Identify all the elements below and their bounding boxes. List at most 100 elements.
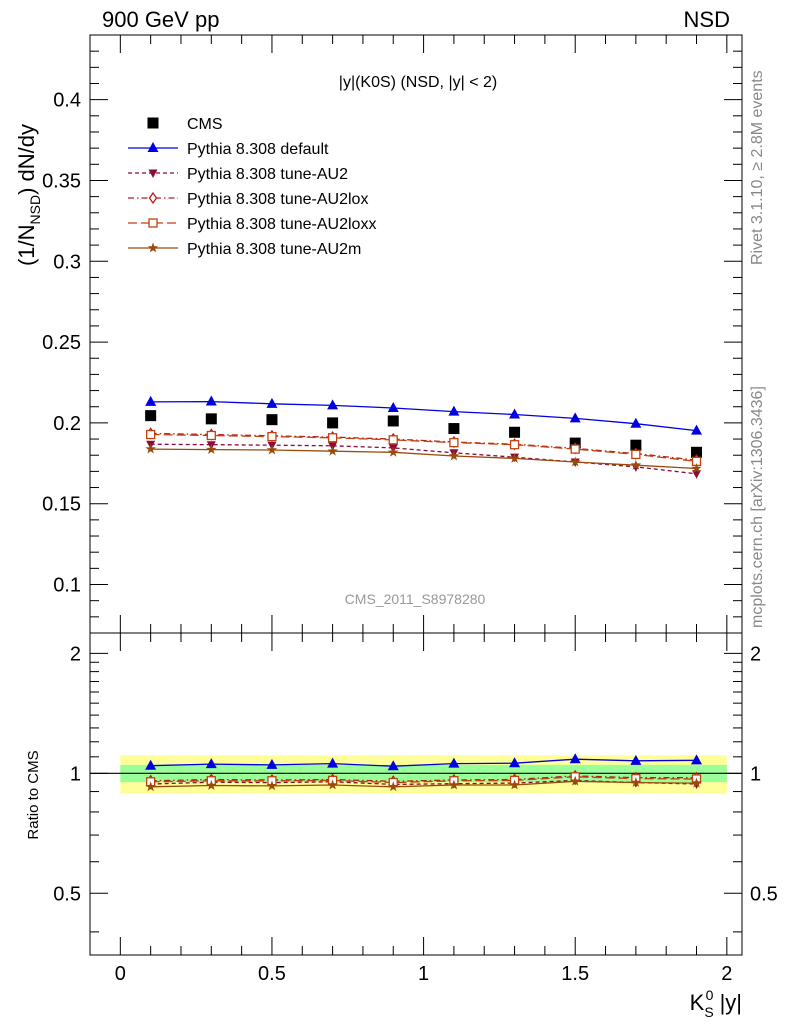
rivet-version-label: Rivet 3.1.10, ≥ 2.8M events	[749, 70, 766, 265]
ratio-line	[150, 776, 697, 784]
data-point	[388, 446, 399, 457]
data-point	[327, 399, 339, 410]
legend: CMS Pythia 8.308 default Pythia 8.308 tune…	[128, 116, 376, 258]
ratio-y-tick-label-right: 0.5	[750, 883, 778, 905]
ratio-point	[327, 779, 338, 790]
ratio-point	[570, 775, 581, 786]
ratio-y-tick-label: 0.5	[53, 883, 81, 905]
data-point	[448, 405, 460, 416]
y-tick-label: 0.1	[53, 575, 81, 597]
data-point	[205, 395, 217, 406]
ratio-y-axis-label: Ratio to CMS	[25, 750, 42, 839]
header-left-label: 900 GeV pp	[102, 7, 219, 32]
data-point	[509, 408, 521, 419]
data-point	[448, 423, 460, 435]
y-tick-label: 0.35	[42, 170, 81, 192]
y-tick-label: 0.25	[42, 332, 81, 354]
y-tick-label: 0.3	[53, 251, 81, 273]
data-point	[449, 437, 459, 448]
x-tick-label: 0.5	[258, 963, 286, 985]
ratio-y-tick-label-right: 2	[750, 643, 761, 665]
ratio-point	[691, 777, 702, 788]
data-point	[145, 443, 156, 454]
legend-label: Pythia 8.308 default	[187, 141, 329, 158]
data-point	[630, 439, 642, 451]
data-point	[692, 470, 702, 479]
data-point	[266, 414, 278, 426]
data-point	[691, 463, 702, 473]
data-point	[448, 450, 460, 461]
data-point	[570, 456, 581, 467]
x-tick-label: 0	[115, 963, 126, 985]
series-5	[145, 443, 702, 473]
series-3	[146, 427, 701, 467]
ratio-y-axis: 0.5 0.5 1 1 2 2	[53, 643, 778, 933]
data-point	[509, 452, 520, 463]
legend-label: CMS	[187, 116, 223, 133]
ratio-point	[205, 758, 217, 769]
ratio-line	[150, 775, 697, 782]
analysis-watermark: CMS_2011_S8978280	[345, 591, 486, 607]
data-point	[387, 415, 399, 427]
data-point	[145, 395, 157, 406]
y-tick-label: 0.4	[53, 90, 81, 112]
legend-marker	[148, 218, 158, 228]
ratio-point	[145, 781, 156, 792]
data-point	[267, 431, 277, 442]
ratio-data-series	[145, 753, 703, 792]
ratio-point	[691, 754, 703, 765]
ratio-y-tick-label: 2	[70, 643, 81, 665]
series-0	[145, 410, 703, 458]
series-line	[150, 443, 697, 475]
series-2	[146, 440, 702, 479]
series-1	[145, 395, 703, 435]
ratio-point	[569, 753, 581, 764]
data-point	[327, 445, 338, 456]
main-plot-title: |y|(K0S) (NSD, |y| < 2)	[339, 74, 497, 91]
ratio-point	[387, 760, 399, 771]
ratio-series-0	[145, 753, 703, 771]
legend-label: Pythia 8.308 tune-AU2loxx	[187, 216, 376, 233]
legend-label: Pythia 8.308 tune-AU2	[187, 166, 348, 183]
data-point	[569, 412, 581, 423]
data-point	[630, 417, 642, 428]
ratio-line	[150, 758, 697, 767]
ratio-y-tick-label-right: 1	[750, 763, 761, 785]
ratio-point	[327, 757, 339, 768]
ratio-point	[630, 777, 642, 787]
x-tick-label: 1.5	[561, 963, 589, 985]
legend-label: Pythia 8.308 tune-AU2m	[187, 241, 361, 258]
data-point	[387, 402, 399, 413]
data-point	[206, 430, 216, 441]
main-y-axis-label: (1/NNSD) dN/dy	[14, 124, 43, 266]
data-point	[327, 417, 339, 429]
data-point	[266, 444, 278, 455]
legend-label: Pythia 8.308 tune-AU2lox	[187, 191, 368, 208]
series-line	[150, 448, 697, 470]
ratio-point	[509, 779, 520, 790]
ratio-y-tick-label: 1	[70, 763, 81, 785]
mcplots-source-label: mcplots.cern.ch [arXiv:1306.3436]	[749, 386, 766, 628]
ratio-point	[266, 758, 278, 769]
ratio-series-4	[145, 775, 702, 792]
main-plot-panel: 0.1 0.15 0.2 0.25 0.3 0.35 0.4 |y|(K0S) (NSD, …	[14, 34, 743, 634]
data-point	[145, 410, 157, 422]
ratio-point	[266, 780, 278, 791]
legend-marker	[147, 142, 159, 152]
series-line	[150, 432, 697, 461]
ratio-plot-frame	[89, 632, 743, 956]
data-point	[570, 444, 580, 454]
ratio-plot-panel: 0.5 0.5 1 1 2 2 0 0.5 1 1.5 2 Ratio to CMS KS0 |y…	[25, 632, 778, 1020]
legend-marker	[147, 117, 159, 129]
main-data-series	[145, 395, 703, 479]
ratio-x-axis: 0 0.5 1 1.5 2	[115, 633, 732, 985]
ratio-point	[448, 757, 460, 768]
ratio-point	[388, 781, 399, 792]
ratio-point	[630, 754, 642, 765]
series-4	[146, 429, 702, 467]
legend-marker	[148, 169, 158, 178]
data-point	[327, 433, 338, 443]
x-axis-label: KS0 |y|	[690, 987, 742, 1020]
data-point	[206, 444, 217, 454]
